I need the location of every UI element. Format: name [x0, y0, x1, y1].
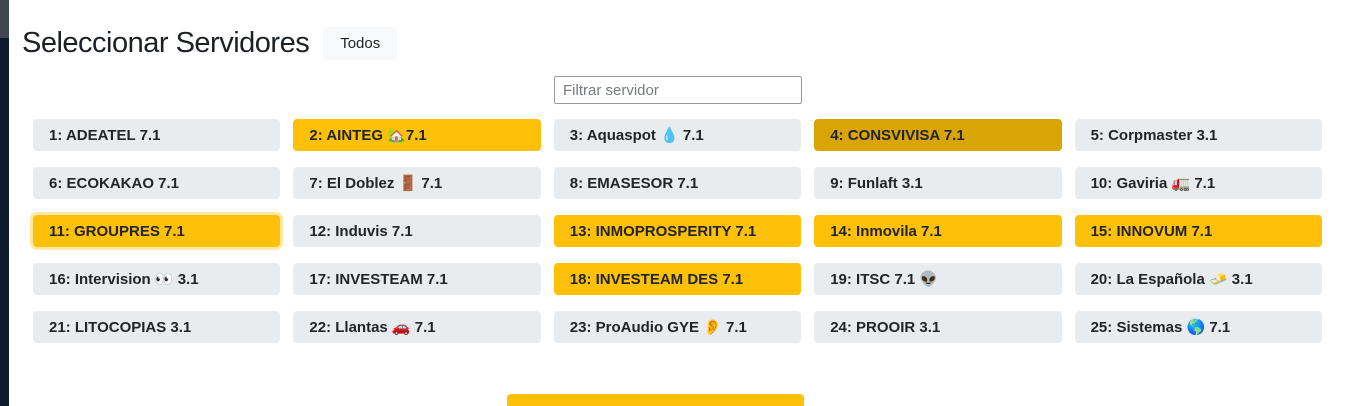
server-button[interactable]: 7: El Doblez 🚪 7.1	[293, 167, 541, 199]
server-button[interactable]: 15: INNOVUM 7.1	[1074, 215, 1322, 247]
server-button[interactable]: 21: LITOCOPIAS 3.1	[33, 311, 281, 343]
server-button[interactable]: 17: INVESTEAM 7.1	[293, 263, 541, 295]
server-button[interactable]: 1: ADEATEL 7.1	[33, 119, 281, 151]
server-button[interactable]: 19: ITSC 7.1 👽	[814, 263, 1062, 295]
server-button[interactable]: 5: Corpmaster 3.1	[1074, 119, 1322, 151]
server-button[interactable]: 24: PROOIR 3.1	[814, 311, 1062, 343]
partial-server-button-bottom[interactable]	[507, 394, 804, 406]
server-button[interactable]: 16: Intervision 👀 3.1	[33, 263, 281, 295]
server-button[interactable]: 3: Aquaspot 💧 7.1	[553, 119, 802, 151]
server-button[interactable]: 20: La Española 🧈 3.1	[1074, 263, 1322, 295]
server-button[interactable]: 22: Llantas 🚗 7.1	[293, 311, 541, 343]
server-button[interactable]: 11: GROUPRES 7.1	[33, 215, 281, 247]
server-button[interactable]: 25: Sistemas 🌎 7.1	[1074, 311, 1322, 343]
main-content: Seleccionar Servidores Todos 1: ADEATEL …	[22, 0, 1322, 343]
server-grid: 1: ADEATEL 7.1 2: AINTEG 🏡7.1 3: Aquaspot …	[33, 119, 1322, 343]
window-edge-strip-top	[0, 0, 9, 38]
window-edge-strip	[0, 0, 9, 406]
server-button[interactable]: 23: ProAudio GYE 👂 7.1	[553, 311, 802, 343]
page-title: Seleccionar Servidores	[22, 27, 310, 59]
server-button[interactable]: 13: INMOPROSPERITY 7.1	[553, 215, 802, 247]
header: Seleccionar Servidores Todos	[22, 27, 1322, 60]
filter-area	[554, 76, 1322, 104]
filter-server-input[interactable]	[554, 76, 802, 104]
server-button[interactable]: 2: AINTEG 🏡7.1	[293, 119, 541, 151]
server-button[interactable]: 9: Funlaft 3.1	[814, 167, 1062, 199]
server-button[interactable]: 4: CONSVIVISA 7.1	[814, 119, 1062, 151]
server-button[interactable]: 14: Inmovila 7.1	[814, 215, 1062, 247]
server-button[interactable]: 18: INVESTEAM DES 7.1	[553, 263, 802, 295]
server-button[interactable]: 6: ECOKAKAO 7.1	[33, 167, 281, 199]
server-button[interactable]: 8: EMASESOR 7.1	[553, 167, 802, 199]
server-button[interactable]: 12: Induvis 7.1	[293, 215, 541, 247]
server-button[interactable]: 10: Gaviria 🚛 7.1	[1074, 167, 1322, 199]
todos-button[interactable]: Todos	[323, 27, 398, 60]
